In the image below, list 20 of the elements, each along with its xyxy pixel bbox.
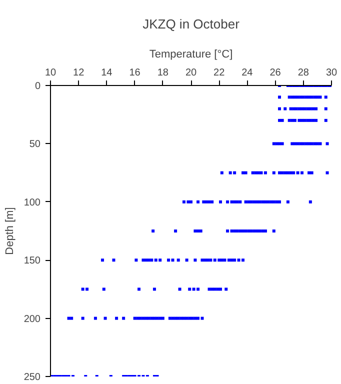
x-tick-label: 26	[270, 68, 282, 78]
x-tick-label: 22	[214, 68, 226, 78]
x-tick-label: 24	[242, 68, 254, 78]
x-tick-label: 30	[326, 68, 338, 78]
x-tick-label: 12	[73, 68, 85, 78]
y-tick-label: 150	[24, 256, 41, 267]
x-tick-label: 16	[129, 68, 141, 78]
y-tick-label: 100	[24, 197, 41, 208]
y-axis-title: Depth [m]	[4, 207, 16, 255]
y-tick-label: 50	[29, 139, 41, 150]
x-axis-title: Temperature [°C]	[149, 48, 233, 60]
y-tick-label: 200	[24, 314, 41, 325]
y-tick-label: 250	[24, 372, 41, 383]
x-tick-label: 10	[44, 68, 56, 78]
x-tick-label: 18	[157, 68, 169, 78]
y-tick-label: 0	[34, 81, 41, 92]
x-tick-label: 20	[185, 68, 197, 78]
x-tick-label: 28	[298, 68, 310, 78]
chart-title: JKZQ in October	[142, 16, 240, 32]
x-tick-label: 14	[101, 68, 113, 78]
